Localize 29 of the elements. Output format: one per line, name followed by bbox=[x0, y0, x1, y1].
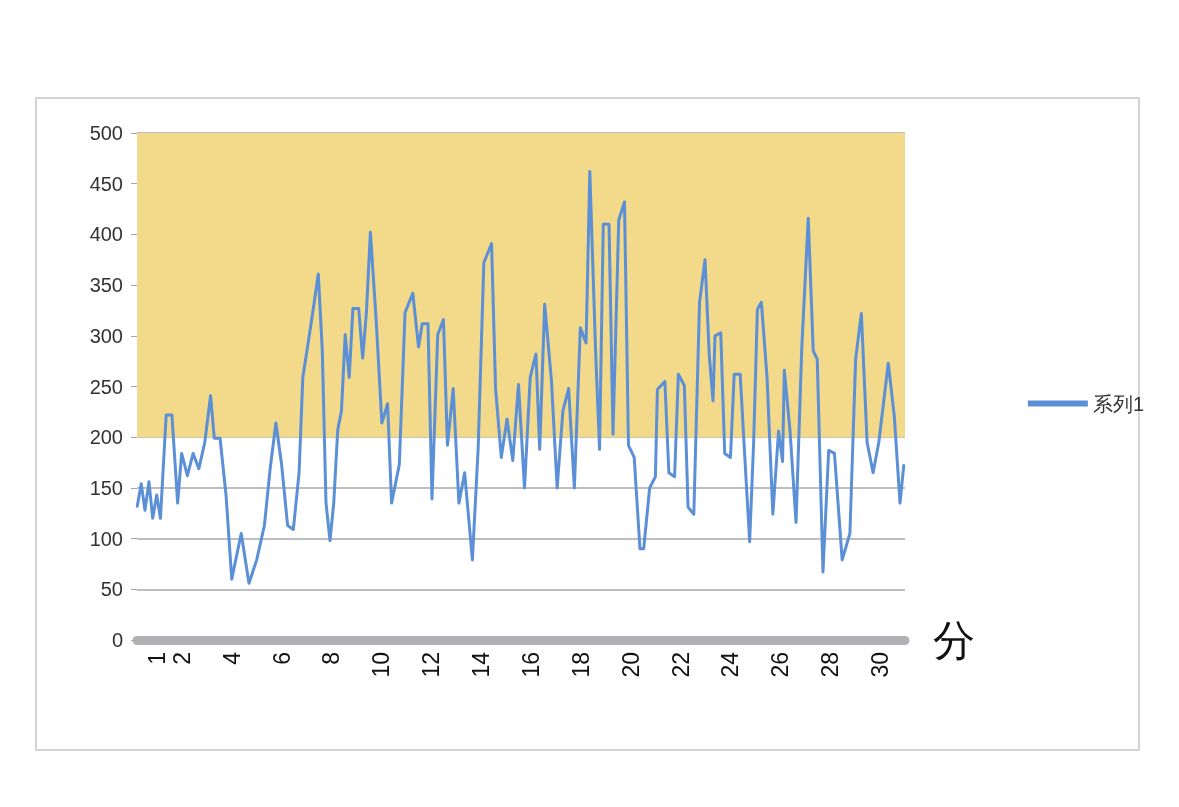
y-tick-label: 200 bbox=[89, 426, 123, 449]
x-tick-label: 14 bbox=[468, 651, 495, 678]
x-tick-label: 8 bbox=[318, 652, 345, 665]
x-tick-label: 16 bbox=[517, 652, 544, 678]
y-tick-label: 300 bbox=[89, 324, 123, 347]
y-tick-label: 400 bbox=[89, 223, 123, 246]
y-tick-label: 350 bbox=[89, 274, 123, 297]
x-axis-title: 分 bbox=[933, 616, 975, 664]
y-tick-label: 0 bbox=[111, 629, 123, 651]
legend-label: 系列1 bbox=[1092, 392, 1144, 415]
x-tick-label: 18 bbox=[567, 652, 594, 678]
x-tick-label: 26 bbox=[767, 652, 794, 678]
x-tick-label: 22 bbox=[667, 652, 694, 678]
y-tick-label: 500 bbox=[89, 122, 123, 144]
x-tick-label: 10 bbox=[368, 652, 395, 678]
x-tick-label: 6 bbox=[268, 652, 295, 665]
y-tick-label: 100 bbox=[89, 527, 123, 550]
y-tick-label: 50 bbox=[100, 578, 123, 601]
x-tick-label: 1 bbox=[143, 652, 170, 665]
x-tick-label: 2 bbox=[168, 652, 195, 665]
x-tick-label: 28 bbox=[817, 652, 844, 678]
x-tick-label: 30 bbox=[867, 652, 894, 678]
y-tick-label: 450 bbox=[89, 172, 123, 195]
x-tick-label: 4 bbox=[218, 651, 245, 665]
x-tick-label: 12 bbox=[418, 652, 445, 678]
x-tick-label: 24 bbox=[717, 651, 744, 678]
y-tick-label: 250 bbox=[89, 375, 123, 398]
x-tick-label: 20 bbox=[617, 652, 644, 678]
y-tick-label: 150 bbox=[89, 476, 123, 499]
